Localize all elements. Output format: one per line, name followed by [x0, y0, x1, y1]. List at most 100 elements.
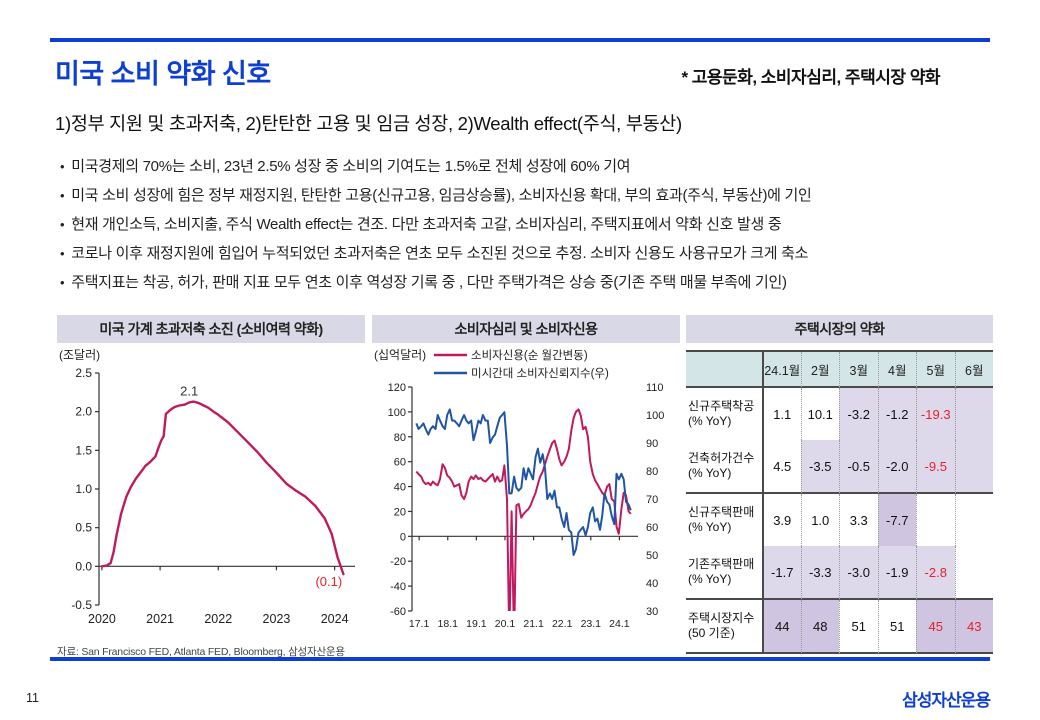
table-row-label: 주택시장지수 (50 기준) [686, 600, 762, 654]
housing-panel-title: 주택시장의 약화 [686, 315, 993, 343]
table-corner-cell [686, 352, 762, 388]
row-label-text: 기존주택판매 [688, 557, 755, 571]
svg-text:-60: -60 [390, 606, 406, 618]
table-value-cell: 1.1 [762, 388, 801, 440]
svg-text:60: 60 [646, 522, 658, 534]
table-value-cell: 3.9 [762, 494, 801, 546]
svg-text:2022: 2022 [204, 612, 232, 626]
bullet-text: 미국경제의 70%는 소비, 23년 2.5% 성장 중 소비의 기여도는 1.… [71, 158, 631, 175]
svg-text:0.0: 0.0 [75, 559, 92, 573]
svg-text:100: 100 [646, 410, 664, 422]
bullet-item: • 미국경제의 70%는 소비, 23년 2.5% 성장 중 소비의 기여도는 1… [60, 152, 990, 181]
table-column-header: 4월 [877, 352, 916, 388]
bullet-item: • 코로나 이후 재정지원에 힘입어 누적되었던 초과저축은 연초 모두 소진된 … [60, 239, 990, 268]
svg-text:(0.1): (0.1) [315, 574, 342, 589]
table-value-cell: -0.5 [839, 440, 878, 494]
svg-text:0.5: 0.5 [75, 521, 92, 535]
top-divider [50, 38, 990, 42]
table-value-cell: -1.2 [877, 388, 916, 440]
bullet-text: 코로나 이후 재정지원에 힘입어 누적되었던 초과저축은 연초 모두 소진된 것… [71, 245, 809, 262]
svg-text:90: 90 [646, 438, 658, 450]
svg-text:(십억달러): (십억달러) [374, 348, 426, 362]
svg-text:50: 50 [646, 550, 658, 562]
excess-savings-panel: 미국 가계 초과저축 소진 (소비여력 약화) (조달러) 2.5 2.0 1.5 1.… [57, 315, 365, 659]
svg-text:-0.5: -0.5 [71, 598, 92, 612]
bullet-marker: • [60, 217, 65, 232]
table-column-header: 6월 [954, 352, 993, 388]
table-value-cell: 48 [800, 600, 839, 654]
housing-panel: 주택시장의 약화 24.1월 2월 3월 4월 5월 6월 신규주택착공 (% YoY) 1.1… [686, 315, 993, 654]
svg-text:2.0: 2.0 [75, 405, 92, 419]
svg-text:21.1: 21.1 [523, 618, 544, 630]
bullet-text: 주택지표는 착공, 허가, 판매 지표 모두 연초 이후 역성장 기록 중 , … [71, 274, 787, 291]
table-value-cell: -3.3 [800, 546, 839, 600]
samsung-asset-management-logo: 삼성자산운용 [902, 691, 991, 710]
page-subtitle: * 고용둔화, 소비자심리, 주택시장 약화 [681, 68, 940, 87]
table-value-cell: 43 [954, 600, 993, 654]
table-value-cell: -1.7 [762, 546, 801, 600]
table-value-cell: -7.7 [877, 494, 916, 546]
svg-text:17.1: 17.1 [409, 618, 430, 630]
row-label-text: 건축허가건수 [688, 451, 755, 465]
bullet-item: • 주택지표는 착공, 허가, 판매 지표 모두 연초 이후 역성장 기록 중 ,… [60, 268, 990, 297]
bottom-divider [50, 657, 990, 661]
table-column-header: 2월 [800, 352, 839, 388]
excess-savings-panel-title: 미국 가계 초과저축 소진 (소비여력 약화) [57, 315, 365, 343]
row-label-unit: (% YoY) [688, 572, 732, 586]
svg-text:2023: 2023 [263, 612, 291, 626]
table-value-cell: -3.5 [800, 440, 839, 494]
table-value-cell: 44 [762, 600, 801, 654]
svg-text:(조달러): (조달러) [59, 348, 100, 362]
svg-text:120: 120 [388, 382, 406, 394]
table-value-cell [954, 440, 993, 494]
row-label-text: 신규주택착공 [688, 399, 755, 413]
table-value-cell: -2.0 [877, 440, 916, 494]
table-value-cell: 4.5 [762, 440, 801, 494]
source-note: 자료: San Francisco FED, Atlanta FED, Bloo… [57, 646, 345, 658]
table-value-cell [916, 494, 955, 546]
bullet-text: 현재 개인소득, 소비지출, 주식 Wealth effect는 견조. 다만 … [71, 216, 782, 233]
svg-text:2024: 2024 [321, 612, 349, 626]
table-value-cell [954, 494, 993, 546]
svg-text:1.5: 1.5 [75, 443, 92, 457]
table-value-cell: -19.3 [916, 388, 955, 440]
row-label-unit: (50 기준) [688, 626, 735, 640]
table-value-cell [954, 546, 993, 600]
svg-text:19.1: 19.1 [466, 618, 487, 630]
consumer-sentiment-panel-title: 소비자심리 및 소비자신용 [372, 315, 680, 343]
svg-text:40: 40 [646, 578, 658, 590]
table-column-header: 5월 [916, 352, 955, 388]
bullet-marker: • [60, 246, 65, 261]
table-column-header: 3월 [839, 352, 878, 388]
table-value-cell: -9.5 [916, 440, 955, 494]
svg-text:23.1: 23.1 [581, 618, 602, 630]
bullet-marker: • [60, 159, 65, 174]
housing-table: 24.1월 2월 3월 4월 5월 6월 신규주택착공 (% YoY) 1.1 10.1 -3.2-… [686, 350, 993, 654]
bullet-item: • 미국 소비 성장에 힘은 정부 재정지원, 탄탄한 고용(신규고용, 임금상승… [60, 181, 990, 210]
svg-text:0: 0 [400, 531, 406, 543]
table-value-cell: 3.3 [839, 494, 878, 546]
table-value-cell: 1.0 [800, 494, 839, 546]
table-row-label: 기존주택판매 (% YoY) [686, 546, 762, 600]
svg-text:40: 40 [394, 482, 406, 494]
table-value-cell: 45 [916, 600, 955, 654]
bullet-list: • 미국경제의 70%는 소비, 23년 2.5% 성장 중 소비의 기여도는 1… [60, 152, 990, 297]
svg-text:20: 20 [394, 506, 406, 518]
table-value-cell: -1.9 [877, 546, 916, 600]
svg-text:1.0: 1.0 [75, 482, 92, 496]
table-row-label: 신규주택착공 (% YoY) [686, 388, 762, 440]
svg-text:110: 110 [646, 382, 664, 394]
svg-text:2021: 2021 [146, 612, 174, 626]
table-value-cell: -2.8 [916, 546, 955, 600]
svg-text:80: 80 [394, 432, 406, 444]
consumer-sentiment-panel: 소비자심리 및 소비자신용 (십억달러) 소비자신용(순 월간변동) 미시간대 소비… [372, 315, 680, 643]
page-title: 미국 소비 약화 신호 [55, 59, 271, 89]
svg-text:24.1: 24.1 [609, 618, 630, 630]
bullet-item: • 현재 개인소득, 소비지출, 주식 Wealth effect는 견조. 다만… [60, 210, 990, 239]
bullet-marker: • [60, 275, 65, 290]
svg-text:60: 60 [394, 457, 406, 469]
table-row-label: 신규주택판매 (% YoY) [686, 494, 762, 546]
svg-text:-40: -40 [390, 581, 406, 593]
